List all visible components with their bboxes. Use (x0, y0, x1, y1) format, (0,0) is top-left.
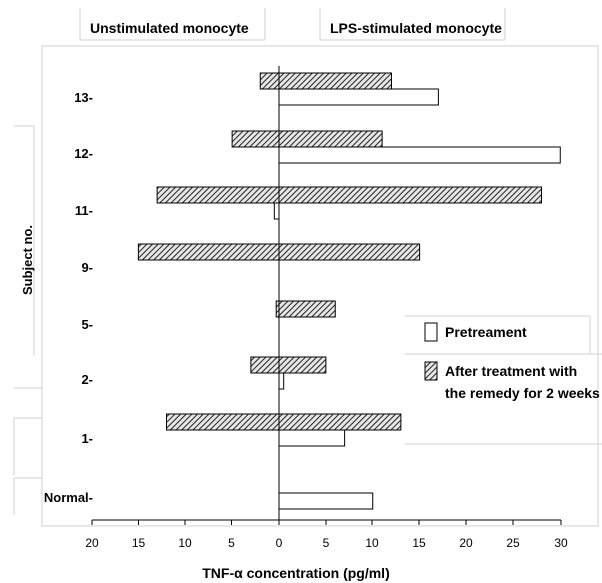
legend-swatch-after-treatment (424, 361, 438, 381)
bar-unstimulated-after-treatment-0 (259, 72, 280, 90)
category-label: 5- (81, 317, 93, 332)
bar-lps-pretreatment-6 (278, 429, 346, 447)
bar-lps-after-treatment-6 (278, 413, 402, 431)
legend-label-pretreatment: Pretreament (445, 324, 527, 340)
x-tick-label: 15 (412, 536, 426, 550)
category-label: 1- (81, 431, 93, 446)
bar-unstimulated-after-treatment-1 (231, 130, 280, 148)
category-label: 2- (81, 372, 93, 387)
bar-lps-after-treatment-4 (278, 300, 336, 318)
x-tick-label: 20 (459, 536, 473, 550)
bar-lps-after-treatment-3 (278, 243, 421, 261)
bar-lps-after-treatment-2 (278, 186, 542, 204)
bars-layer (137, 72, 561, 510)
bar-lps-pretreatment-0 (278, 88, 439, 106)
legend-label-after-treatment: After treatment with (445, 363, 577, 379)
x-tick-label: 30 (554, 536, 568, 550)
x-tick-label: 10 (178, 536, 192, 550)
bar-unstimulated-after-treatment-3 (137, 243, 280, 261)
bar-lps-after-treatment-5 (278, 356, 327, 374)
bar-lps-pretreatment-7 (278, 492, 374, 510)
bar-lps-after-treatment-0 (278, 72, 392, 90)
category-label: Normal- (44, 490, 93, 505)
category-label: 11- (75, 203, 93, 218)
bar-unstimulated-after-treatment-2 (156, 186, 280, 204)
bar-unstimulated-after-treatment-5 (250, 356, 280, 374)
bar-unstimulated-pretreatment-2 (273, 202, 280, 220)
panel-left-title: Unstimulated monocyte (90, 20, 249, 36)
y-axis-title: Subject no. (20, 225, 35, 295)
x-tick-label: 25 (506, 536, 520, 550)
y-category-labels: 13- 12- 11- 9- 5- 2- 1- Normal- (44, 90, 93, 505)
x-tick-label: 15 (132, 536, 146, 550)
x-axis-title: TNF-α concentration (pg/ml) (202, 565, 389, 581)
bar-lps-after-treatment-1 (278, 130, 383, 148)
panel-right-title: LPS-stimulated monocyte (330, 20, 502, 36)
bar-unstimulated-after-treatment-6 (166, 413, 280, 431)
x-tick-label: 20 (85, 536, 99, 550)
x-ticks: 20 15 10 5 0 5 10 15 20 25 30 (85, 520, 568, 550)
bar-lps-pretreatment-5 (278, 372, 285, 390)
x-tick-label: 5 (323, 536, 330, 550)
category-label: 9- (81, 260, 93, 275)
category-label: 13- (74, 90, 93, 105)
legend-swatch-pretreatment (424, 322, 438, 342)
bar-lps-pretreatment-1 (278, 146, 561, 164)
x-tick-label: 10 (365, 536, 379, 550)
legend: Pretreament After treatment with the remed… (424, 322, 600, 401)
category-label: 12- (74, 146, 93, 161)
x-tick-label: 0 (276, 536, 283, 550)
legend-label-after-treatment: the remedy for 2 weeks (445, 385, 600, 401)
x-tick-label: 5 (228, 536, 235, 550)
background-frames (13, 8, 602, 527)
